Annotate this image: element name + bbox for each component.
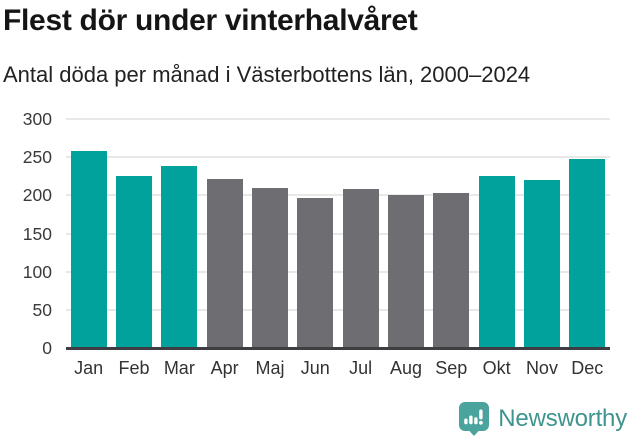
bar-apr xyxy=(206,179,243,348)
brand-name: Newsworthy xyxy=(498,405,627,432)
bar-aug xyxy=(387,194,424,348)
bar-slot-sep xyxy=(429,119,474,348)
bar-dec xyxy=(569,159,606,348)
x-tick-label-jun: Jun xyxy=(300,358,330,378)
bar-slot-dec xyxy=(565,119,610,348)
chart-subtitle: Antal döda per månad i Västerbottens län… xyxy=(3,62,531,87)
bar-slot-mar xyxy=(157,119,202,348)
newsworthy-logo[interactable]: Newsworthy xyxy=(459,402,627,436)
x-tick-label-mar: Mar xyxy=(163,358,195,378)
bar-slot-feb xyxy=(111,119,156,348)
x-tick-label-maj: Maj xyxy=(255,358,285,378)
bar-jan xyxy=(70,151,107,348)
y-tick-label-200: 200 xyxy=(22,185,52,206)
bar-slot-okt xyxy=(474,119,519,348)
y-tick-label-0: 0 xyxy=(42,338,52,358)
bar-mar xyxy=(161,166,198,348)
bar-slot-apr xyxy=(202,119,247,348)
y-tick-label-100: 100 xyxy=(22,261,52,282)
bar-sep xyxy=(433,193,470,348)
bar-slot-maj xyxy=(247,119,292,348)
bar-chart: 0 50 100 150 200 250 300 Jan Feb Mar Apr Maj Jun Jul… xyxy=(10,109,610,384)
bar-feb xyxy=(115,176,152,348)
y-tick-label-300: 300 xyxy=(22,109,52,129)
plot-area xyxy=(66,118,610,350)
y-tick-label-50: 50 xyxy=(32,299,52,320)
x-tick-label-aug: Aug xyxy=(389,358,422,378)
newsworthy-speech-bubble-barchart-icon xyxy=(459,402,490,436)
bar-slot-nov xyxy=(519,119,564,348)
chart-title: Flest dör under vinterhalvåret xyxy=(3,4,418,37)
x-tick-label-apr: Apr xyxy=(210,358,239,378)
y-axis: 0 50 100 150 200 250 300 xyxy=(10,109,60,358)
gridline-50 xyxy=(66,308,610,311)
x-tick-label-nov: Nov xyxy=(525,358,558,378)
bar-slot-jan xyxy=(66,119,111,348)
x-tick-label-feb: Feb xyxy=(118,358,150,378)
gridline-100 xyxy=(66,270,610,273)
bar-okt xyxy=(478,176,515,348)
gridline-300 xyxy=(66,118,610,120)
gridline-250 xyxy=(66,156,610,159)
x-tick-label-dec: Dec xyxy=(571,358,604,378)
bar-slot-jul xyxy=(338,119,383,348)
gridline-200 xyxy=(66,194,610,197)
bars-row xyxy=(66,119,610,348)
bar-maj xyxy=(251,187,288,348)
x-tick-label-jul: Jul xyxy=(349,358,373,378)
logo-bubble xyxy=(459,402,490,436)
gridline-150 xyxy=(66,232,610,235)
x-axis: Jan Feb Mar Apr Maj Jun Jul Aug Sep Okt Nov Dec xyxy=(66,356,610,380)
bar-jul xyxy=(342,189,379,348)
x-tick-label-sep: Sep xyxy=(435,358,468,378)
x-tick-label-okt: Okt xyxy=(482,358,511,378)
x-tick-label-jan: Jan xyxy=(74,358,104,378)
x-axis-baseline xyxy=(66,347,610,350)
bar-slot-aug xyxy=(383,119,428,348)
bar-slot-jun xyxy=(293,119,338,348)
y-tick-label-150: 150 xyxy=(22,223,52,244)
y-tick-label-250: 250 xyxy=(22,147,52,168)
bar-nov xyxy=(523,180,560,348)
bar-jun xyxy=(297,198,334,348)
